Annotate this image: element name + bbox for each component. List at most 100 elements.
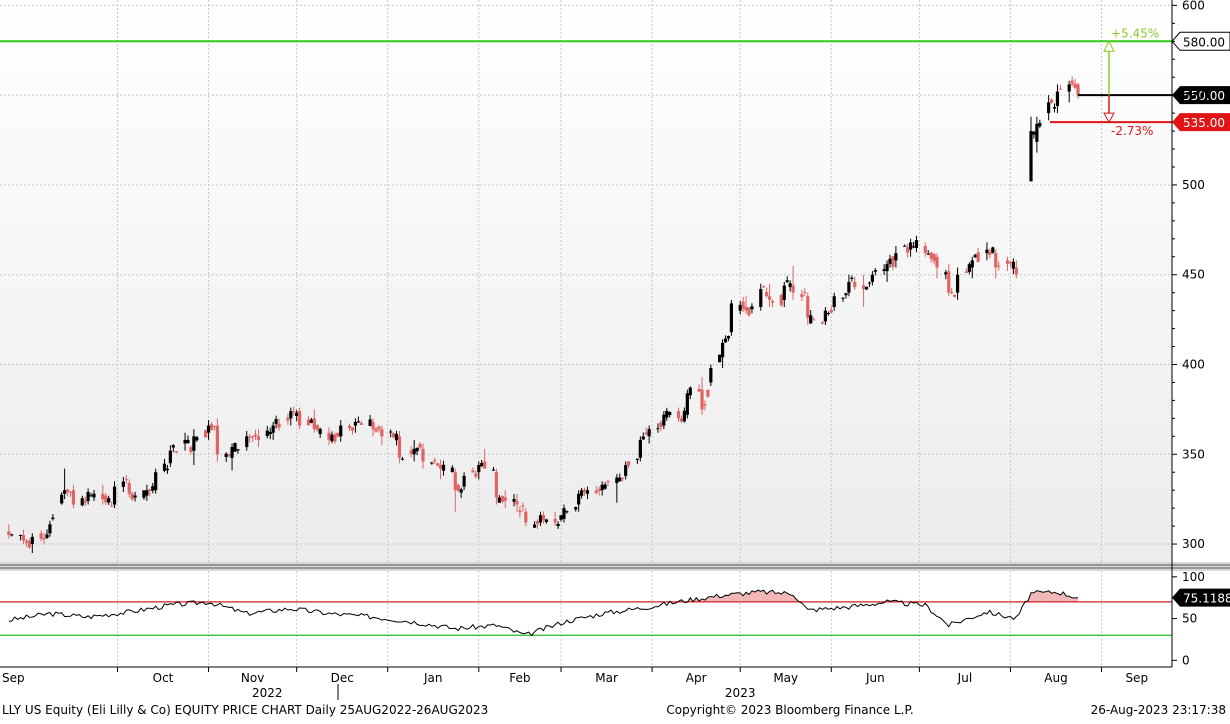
candle-body <box>665 410 669 418</box>
candle-body <box>236 449 240 451</box>
candle-body <box>950 292 954 294</box>
candle-body <box>154 472 158 491</box>
candle-body <box>251 436 255 438</box>
candle-body <box>377 426 381 430</box>
candle-body <box>600 484 604 491</box>
candle-body <box>947 271 951 293</box>
candle-body <box>1005 260 1010 264</box>
candle-body <box>1073 83 1077 88</box>
candle-body <box>256 436 261 440</box>
candle-body <box>991 247 995 253</box>
candle-body <box>812 319 816 321</box>
candle-body <box>1049 99 1054 103</box>
candle-body <box>1055 91 1060 106</box>
candle-body <box>356 421 360 423</box>
candle-body <box>112 486 117 505</box>
candle-body <box>706 389 710 397</box>
candle-body <box>908 242 913 250</box>
candle-body <box>976 252 980 262</box>
candle-body <box>483 461 487 469</box>
candle-body <box>318 428 322 434</box>
panel-divider[interactable] <box>0 562 1230 571</box>
candle-body <box>656 428 660 430</box>
candle-body <box>929 252 933 259</box>
candle-body <box>562 508 566 519</box>
candle-body <box>204 430 208 438</box>
candle-body <box>767 296 772 300</box>
candle-body <box>292 411 296 413</box>
candle-body <box>209 424 214 430</box>
candle-body <box>265 430 269 437</box>
candle-body <box>832 296 836 308</box>
candle-body <box>923 245 927 254</box>
down-arrow-head <box>1103 112 1115 124</box>
candle-body <box>603 484 607 489</box>
candle-body <box>165 468 170 471</box>
candle-body <box>48 524 52 534</box>
candle-body <box>565 511 569 513</box>
candle-body <box>621 477 625 479</box>
candle-body <box>333 434 337 442</box>
candle-body <box>850 277 854 279</box>
candle-body <box>544 519 548 522</box>
candle-body <box>183 439 187 444</box>
candle-body <box>441 464 446 471</box>
candle-body <box>615 477 619 483</box>
candle-body <box>459 489 463 493</box>
candle-body <box>212 425 217 427</box>
candle-body <box>779 295 783 306</box>
candle-body <box>1067 84 1071 92</box>
x-tick-label-dec: Dec <box>331 671 354 685</box>
candle-body <box>471 470 475 473</box>
candle-body <box>853 281 857 288</box>
x-tick-label-apr: Apr <box>686 671 707 685</box>
candle-body <box>206 425 211 433</box>
candle-body <box>286 417 290 421</box>
candle-body <box>750 306 754 310</box>
upper-target-label: 580.00 <box>1183 35 1225 49</box>
candle-body <box>553 518 557 523</box>
candle-body <box>906 247 910 253</box>
candle-body <box>433 460 437 462</box>
candle-body <box>371 421 375 430</box>
candle-body <box>336 432 340 437</box>
candle-body <box>709 368 713 383</box>
rsi-plot-area <box>0 571 1172 667</box>
candle-body <box>579 490 584 496</box>
candle-body <box>7 531 11 536</box>
candle-body <box>806 296 810 318</box>
rsi-y-tick-label: 0 <box>1182 653 1190 667</box>
candle-body <box>1029 131 1033 182</box>
candle-body <box>659 422 663 428</box>
candle-body <box>911 246 916 248</box>
candle-body <box>782 285 786 300</box>
candle-body <box>18 534 23 536</box>
candle-body <box>412 448 416 455</box>
candle-body <box>353 421 358 426</box>
candle-body <box>788 283 792 288</box>
stop-level-label: 535.00 <box>1183 116 1225 130</box>
candle-body <box>1011 261 1015 269</box>
candle-body <box>171 445 175 448</box>
candle-body <box>145 490 149 496</box>
candle-body <box>253 434 258 437</box>
candle-body <box>720 342 725 358</box>
candle-body <box>800 294 804 298</box>
candle-body <box>480 463 484 467</box>
footer-timestamp: 26-Aug-2023 23:17:38 <box>1091 703 1226 717</box>
candle-body <box>453 472 457 491</box>
candle-body <box>861 285 866 290</box>
candle-body <box>676 411 681 419</box>
candle-body <box>418 443 422 448</box>
candle-body <box>538 515 543 523</box>
candle-body <box>1052 106 1057 109</box>
candle-body <box>741 301 745 309</box>
candle-body <box>988 251 992 255</box>
candle-body <box>888 258 892 264</box>
candle-body <box>744 307 748 311</box>
candle-body <box>626 461 631 466</box>
candle-body <box>829 309 833 313</box>
x-year-label: 2023 <box>725 686 756 700</box>
